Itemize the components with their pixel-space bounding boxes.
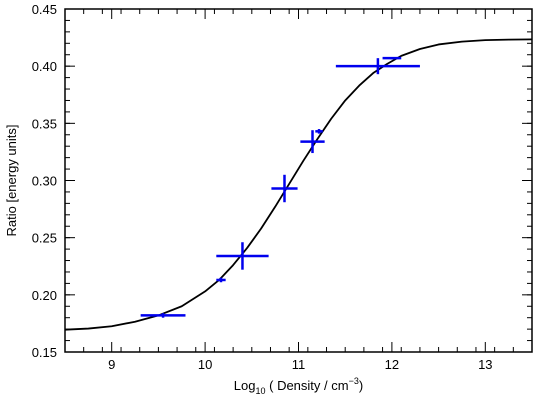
x-axis-label: Log10 ( Density / cm−3) [234,376,363,396]
x-tick-label: 12 [385,357,399,372]
ticks-layer [64,8,533,353]
x-tick-label: 9 [108,357,115,372]
x-tick-label: 13 [478,357,492,372]
data-point [271,174,298,203]
x-axis-label-subscript: 10 [256,386,266,396]
x-axis-label-prefix: Log [234,378,256,393]
data-point [382,56,402,60]
data-point [216,277,226,283]
y-axis-label: Ratio [energy units] [4,124,19,236]
x-axis-label-middle: ( Density / cm [266,378,349,393]
curve-layer [64,38,533,331]
x-axis-label-suffix: ) [359,378,363,393]
y-tick-label: 0.25 [32,231,57,246]
y-tick-label: 0.15 [32,345,57,360]
y-tick-label: 0.40 [32,59,57,74]
data-point [300,130,325,154]
y-tick-label: 0.35 [32,116,57,131]
data-point [140,313,186,318]
data-point [216,242,269,270]
y-tick-label: 0.30 [32,174,57,189]
y-tick-label: 0.45 [32,2,57,17]
x-tick-label: 11 [292,357,306,372]
x-tick-label: 10 [198,357,212,372]
x-axis-label-superscript: −3 [349,376,359,386]
plot-frame [64,8,533,353]
data-points-layer [140,56,420,318]
data-point [335,58,420,75]
data-point [315,129,323,134]
model-curve [64,38,533,331]
y-tick-label: 0.20 [32,288,57,303]
labels-layer: 9 10 11 12 13 0.15 0.20 0.25 0.30 0.35 0.40 0.45 [32,2,493,372]
